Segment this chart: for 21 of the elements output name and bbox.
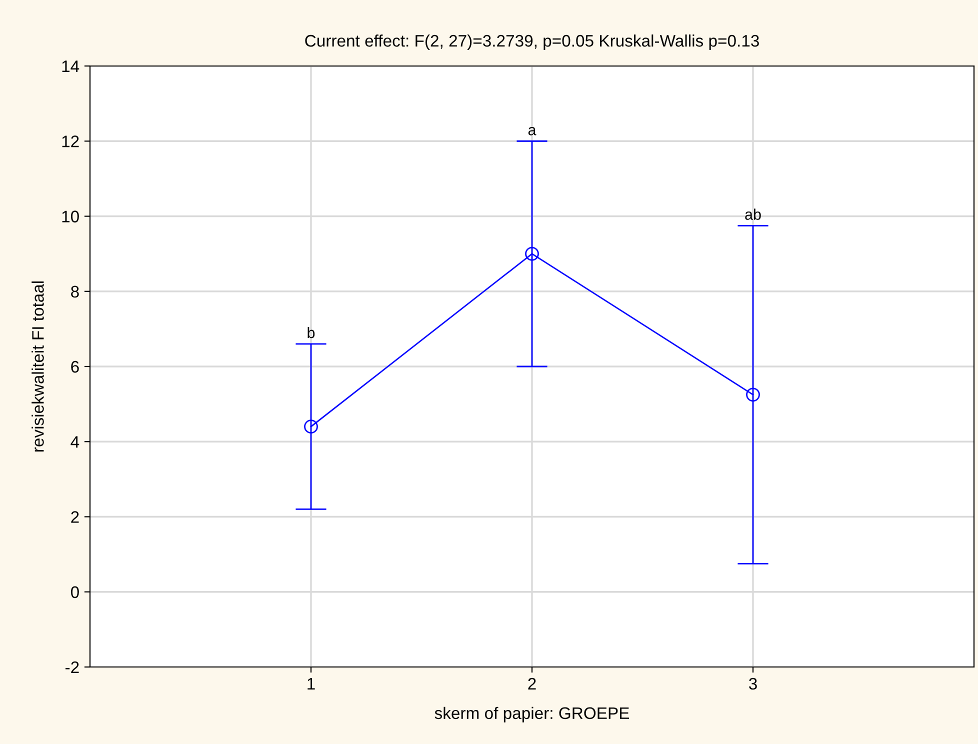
x-tick-label: 2 xyxy=(528,678,536,690)
y-tick-label: 6 xyxy=(71,360,79,373)
annotation: ab xyxy=(745,208,761,220)
y-tick-label: 4 xyxy=(70,436,80,448)
annotation: a xyxy=(528,126,536,136)
y-tick-label: 12 xyxy=(62,136,79,148)
y-tick-label: 10 xyxy=(62,210,79,222)
point xyxy=(304,420,318,434)
chart-title: Current effect: F(2, 27)=3.2739, p=0.05 Kruskal-Wallis p=0.13 xyxy=(305,34,759,50)
y-tick-label: 14 xyxy=(62,60,80,72)
annotation: b xyxy=(308,326,315,338)
y-tick-label: 0 xyxy=(70,586,79,598)
point xyxy=(525,246,539,261)
y-tick-label: -2 xyxy=(66,661,79,674)
y-tick-label: 2 xyxy=(71,511,79,523)
point xyxy=(746,388,760,402)
x-tick-label: 3 xyxy=(749,678,757,690)
y-tick-label: 8 xyxy=(71,286,79,298)
x-tick-label: 1 xyxy=(308,678,315,690)
x-axis-title: skerm of papier: GROEPE xyxy=(434,706,630,722)
y-axis-title: revisiekwaliteit FI totaal xyxy=(32,281,44,452)
